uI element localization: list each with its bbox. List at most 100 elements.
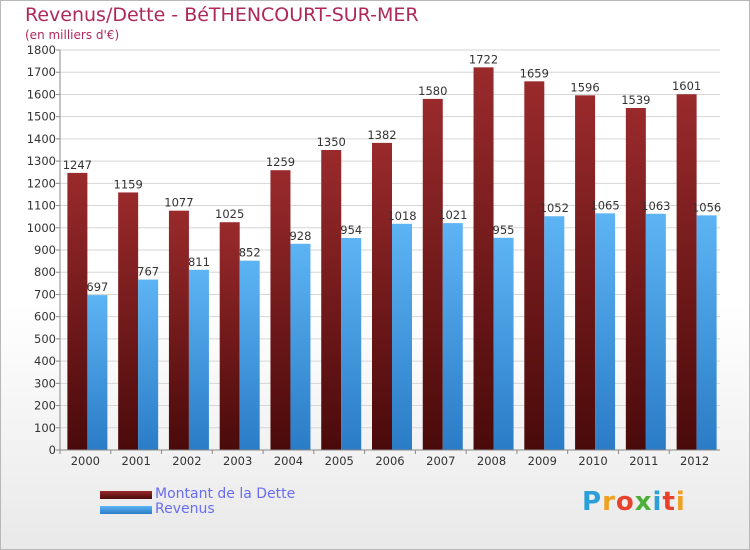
bar-revenus (595, 213, 616, 450)
bar-revenus (341, 238, 362, 450)
bar-revenus (544, 216, 565, 450)
bar-revenus (696, 215, 717, 450)
logo-letter: r (602, 487, 616, 517)
bar-revenus (138, 279, 159, 450)
data-label-revenus: 767 (137, 265, 159, 279)
data-label-dette: 1259 (266, 155, 295, 169)
logo-letter: P (582, 487, 603, 517)
bar-dette (676, 94, 697, 450)
x-tick-label: 2012 (680, 454, 709, 468)
bar-dette (473, 67, 494, 450)
bar-dette (524, 81, 545, 450)
data-label-dette: 1722 (469, 52, 498, 66)
x-tick-label: 2007 (426, 454, 455, 468)
y-tick-label: 1700 (27, 65, 56, 79)
bar-dette (219, 222, 240, 450)
data-label-dette: 1539 (621, 93, 650, 107)
y-tick-label: 1200 (27, 176, 56, 190)
data-label-dette: 1601 (672, 79, 701, 93)
y-tick-label: 600 (34, 310, 56, 324)
y-tick-label: 1800 (27, 43, 56, 57)
bar-dette (422, 98, 443, 450)
bar-revenus (392, 223, 412, 450)
data-label-revenus: 811 (188, 255, 210, 269)
bar-revenus (188, 269, 209, 450)
data-label-dette: 1596 (570, 80, 599, 94)
logo-letter: i (675, 487, 686, 517)
data-label-revenus: 697 (86, 280, 108, 294)
bar-dette (168, 210, 189, 450)
bar-dette (625, 108, 646, 450)
data-label-revenus: 1021 (438, 208, 467, 222)
bar-dette (67, 172, 88, 450)
bar-revenus (493, 237, 514, 450)
y-tick-label: 1500 (27, 110, 56, 124)
bars (67, 67, 717, 450)
legend-label-revenus: Revenus (155, 501, 215, 517)
x-tick-label: 2011 (629, 454, 658, 468)
bar-revenus (239, 260, 260, 450)
logo-letter: x (634, 487, 653, 517)
y-tick-label: 1000 (27, 221, 56, 235)
legend-label-dette: Montant de la Dette (155, 486, 296, 502)
x-tick-label: 2004 (274, 454, 303, 468)
data-label-dette: 1159 (114, 177, 143, 191)
data-label-revenus: 955 (493, 223, 515, 237)
legend-swatch-revenus (100, 506, 152, 514)
y-tick-label: 200 (34, 399, 56, 413)
bar-revenus (87, 295, 108, 450)
y-tick-label: 800 (34, 265, 56, 279)
data-label-dette: 1247 (63, 158, 92, 172)
legend-swatch-dette (100, 491, 152, 499)
bar-dette (118, 192, 139, 450)
x-tick-label: 2003 (223, 454, 252, 468)
x-tick-label: 2009 (528, 454, 557, 468)
data-label-revenus: 1052 (540, 201, 569, 215)
bar-revenus (645, 213, 666, 450)
bar-chart: 1247 697 1159 767 1077 811 1025 852 1259 928 1350 9… (27, 43, 722, 468)
value-labels: 1247 697 1159 767 1077 811 1025 852 1259 928 1350 9… (63, 52, 722, 294)
bar-dette (270, 170, 291, 450)
y-tick-label: 0 (49, 443, 56, 457)
data-label-dette: 1025 (215, 207, 244, 221)
logo-letter: o (615, 487, 635, 517)
bar-revenus (290, 243, 311, 450)
data-label-dette: 1580 (418, 84, 447, 98)
y-tick-label: 300 (34, 376, 56, 390)
y-tick-label: 900 (34, 243, 56, 257)
data-label-revenus: 1065 (590, 198, 619, 212)
y-tick-label: 700 (34, 287, 56, 301)
data-label-revenus: 852 (239, 246, 261, 260)
y-tick-label: 500 (34, 332, 56, 346)
y-tick-label: 400 (34, 354, 56, 368)
data-label-revenus: 1018 (387, 209, 416, 223)
data-label-dette: 1350 (317, 135, 346, 149)
bar-dette (321, 150, 342, 450)
x-tick-label: 2002 (172, 454, 201, 468)
y-tick-label: 1400 (27, 132, 56, 146)
x-tick-label: 2001 (122, 454, 151, 468)
y-tick-label: 1100 (27, 199, 56, 213)
y-tick-label: 1600 (27, 87, 56, 101)
data-label-dette: 1077 (164, 196, 193, 210)
data-label-revenus: 1063 (641, 199, 670, 213)
x-tick-label: 2006 (375, 454, 404, 468)
bar-dette (372, 142, 392, 450)
data-label-revenus: 954 (340, 223, 362, 237)
chart-title: Revenus/Dette - BéTHENCOURT-SUR-MER (25, 4, 419, 26)
y-tick-label: 1300 (27, 154, 56, 168)
data-label-dette: 1659 (520, 66, 549, 80)
bar-revenus (442, 223, 463, 450)
y-tick-label: 100 (34, 421, 56, 435)
bar-dette (575, 95, 596, 450)
data-label-revenus: 928 (289, 229, 311, 243)
axes: 0 100 200 300 400 500 600 700 800 900 1000 1100 1200… (27, 43, 720, 468)
logo-letter: i (652, 487, 663, 517)
x-tick-label: 2000 (71, 454, 100, 468)
x-tick-label: 2008 (477, 454, 506, 468)
data-label-dette: 1382 (367, 128, 396, 142)
proxiti-logo: Proxiti (582, 487, 686, 517)
chart-subtitle: (en milliers d'€) (25, 28, 120, 42)
logo-letter: t (662, 487, 676, 517)
x-tick-label: 2010 (578, 454, 607, 468)
